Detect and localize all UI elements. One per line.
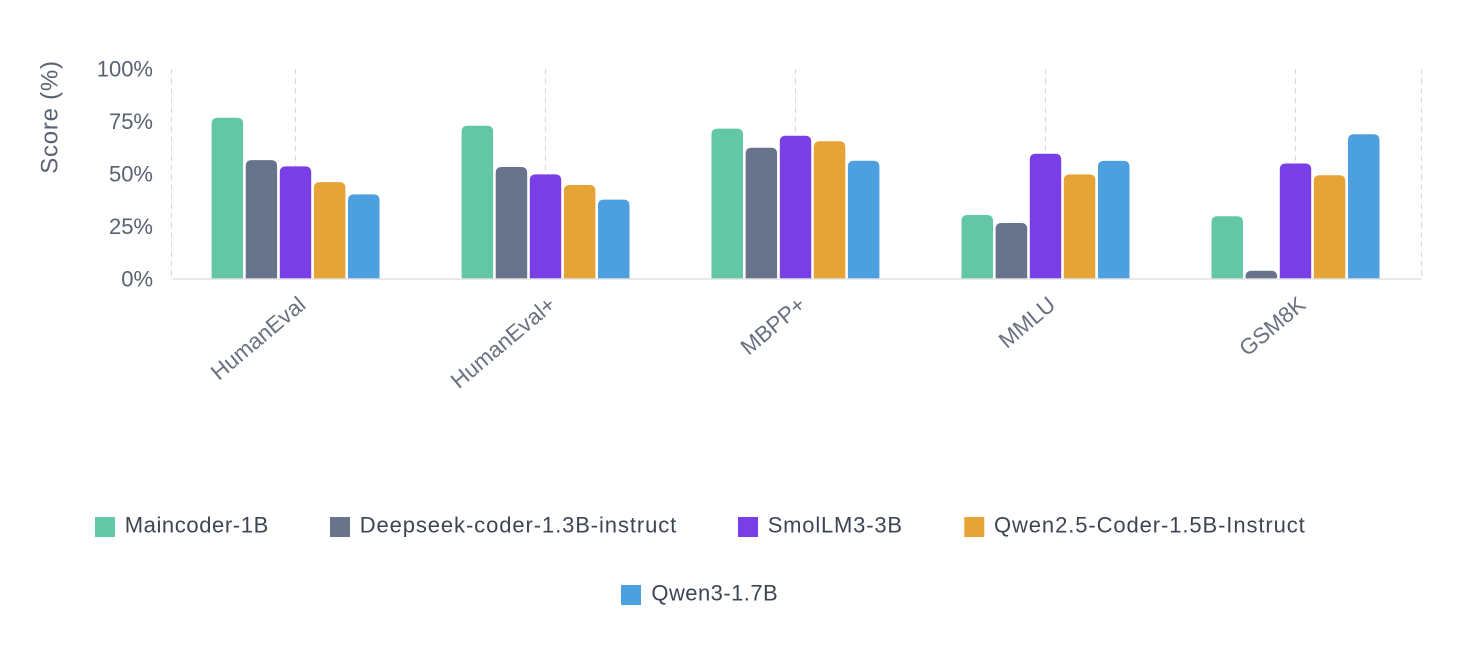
svg-text:Maincoder-1B: Maincoder-1B [125, 513, 269, 538]
svg-text:50%: 50% [109, 161, 153, 186]
svg-text:Deepseek-coder-1.3B-instruct: Deepseek-coder-1.3B-instruct [360, 513, 677, 538]
svg-text:0%: 0% [121, 266, 153, 291]
svg-text:100%: 100% [97, 56, 153, 81]
svg-text:Qwen2.5-Coder-1.5B-Instruct: Qwen2.5-Coder-1.5B-Instruct [994, 513, 1306, 538]
svg-text:Score (%): Score (%) [37, 60, 64, 173]
svg-text:SmolLM3-3B: SmolLM3-3B [768, 513, 903, 538]
svg-text:Qwen3-1.7B: Qwen3-1.7B [651, 581, 778, 606]
svg-text:75%: 75% [109, 109, 153, 134]
svg-text:25%: 25% [109, 214, 153, 239]
